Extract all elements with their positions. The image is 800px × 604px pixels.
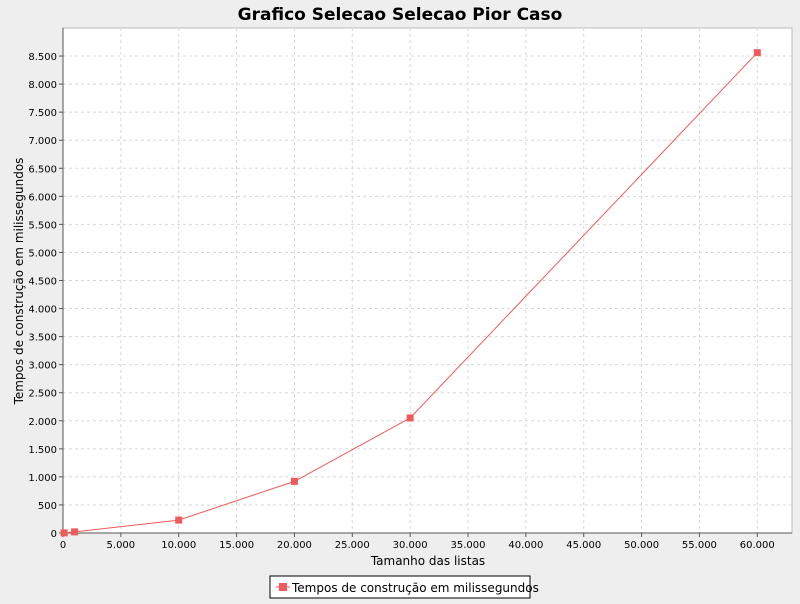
legend-label: Tempos de construção em milissegundos xyxy=(291,581,539,595)
data-point[interactable] xyxy=(71,528,79,536)
y-tick-label: 1.500 xyxy=(28,445,57,456)
x-tick-label: 5.000 xyxy=(107,540,136,551)
x-tick-label: 35.000 xyxy=(451,540,486,551)
y-tick-label: 6.500 xyxy=(28,164,57,175)
gridlines xyxy=(63,28,792,533)
y-axis-ticks: 0 500 1.000 1.500 2.000 2.500 3.000 3.500 4.000 4… xyxy=(28,52,63,540)
x-tick-label: 15.000 xyxy=(219,540,254,551)
chart-title: Grafico Selecao Selecao Pior Caso xyxy=(238,5,563,25)
data-point[interactable] xyxy=(60,529,68,537)
series-layer xyxy=(60,49,761,537)
y-tick-label: 8.000 xyxy=(28,80,57,91)
y-tick-label: 2.000 xyxy=(28,417,57,428)
y-tick-label: 4.500 xyxy=(28,277,57,288)
y-axis-label: Tempos de construção em milissegundos xyxy=(12,158,26,406)
data-point[interactable] xyxy=(753,49,761,57)
y-tick-label: 6.000 xyxy=(28,192,57,203)
y-tick-label: 4.000 xyxy=(28,305,57,316)
x-tick-label: 20.000 xyxy=(277,540,312,551)
y-tick-label: 5.000 xyxy=(28,248,57,259)
y-tick-label: 3.000 xyxy=(28,361,57,372)
legend-box xyxy=(269,575,531,599)
x-tick-label: 45.000 xyxy=(566,540,601,551)
y-tick-label: 1.000 xyxy=(28,473,57,484)
data-point[interactable] xyxy=(290,477,298,485)
y-tick-label: 500 xyxy=(38,501,57,512)
legend[interactable]: Tempos de construção em milissegundos xyxy=(269,575,539,599)
y-tick-label: 0 xyxy=(51,529,57,540)
x-tick-label: 10.000 xyxy=(161,540,196,551)
x-tick-label: 25.000 xyxy=(335,540,370,551)
x-tick-label: 60.000 xyxy=(740,540,775,551)
legend-marker-icon xyxy=(279,583,287,591)
y-tick-label: 7.500 xyxy=(28,108,57,119)
x-axis-label: Tamanho das listas xyxy=(370,554,485,568)
y-tick-label: 5.500 xyxy=(28,220,57,231)
x-axis-ticks: 0 5.000 10.000 15.000 20.000 25.000 30.000 35.0… xyxy=(60,533,775,551)
x-tick-label: 55.000 xyxy=(682,540,717,551)
x-tick-label: 30.000 xyxy=(393,540,428,551)
data-point[interactable] xyxy=(175,516,183,524)
y-tick-label: 3.500 xyxy=(28,333,57,344)
data-point[interactable] xyxy=(406,414,414,422)
x-tick-label: 0 xyxy=(60,540,66,551)
y-tick-label: 8.500 xyxy=(28,52,57,63)
y-tick-label: 7.000 xyxy=(28,136,57,147)
x-tick-label: 50.000 xyxy=(624,540,659,551)
x-tick-label: 40.000 xyxy=(508,540,543,551)
y-tick-label: 2.500 xyxy=(28,389,57,400)
